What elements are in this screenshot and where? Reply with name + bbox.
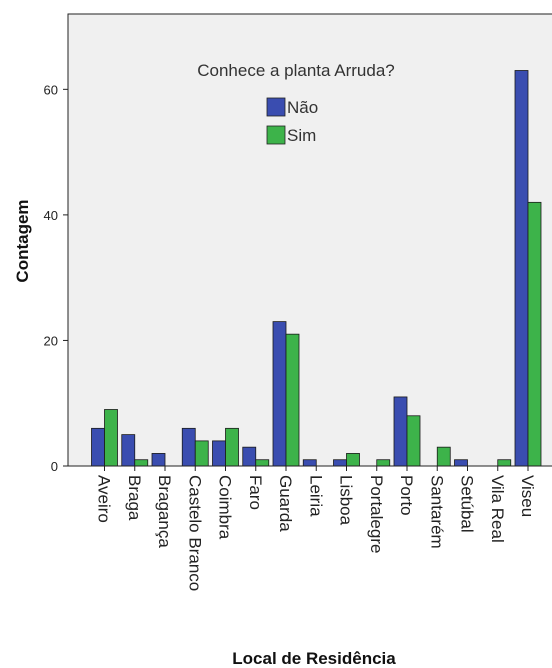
plot-area	[67, 13, 552, 467]
bar-nao-7	[302, 459, 317, 467]
legend-title: Conhece a planta Arruda?	[197, 61, 395, 80]
bar-sim-5	[255, 459, 270, 467]
legend-swatch-nao	[266, 97, 286, 117]
x-tick-label: Santarém	[427, 475, 446, 549]
x-tick-label: Coimbra	[216, 475, 235, 540]
bar-sim-8	[346, 453, 360, 467]
x-tick-label: Leiria	[306, 475, 325, 517]
x-tick-label: Viseu	[518, 475, 537, 517]
bar-nao-14	[514, 70, 529, 467]
x-tick-label: Portalegre	[367, 475, 386, 553]
bar-nao-2	[151, 453, 166, 467]
bar-sim-1	[134, 459, 149, 467]
y-tick-label: 0	[51, 459, 58, 474]
y-tick-label: 60	[44, 82, 58, 97]
x-tick-label: Guarda	[276, 475, 295, 532]
bar-sim-13	[497, 459, 512, 467]
legend-swatch-sim	[266, 125, 286, 145]
x-tick-label: Lisboa	[337, 475, 356, 526]
bar-sim-9	[376, 459, 391, 467]
x-tick-label: Braga	[125, 475, 144, 521]
legend-label-sim: Sim	[287, 126, 316, 145]
bar-nao-12	[454, 459, 468, 467]
bar-sim-6	[285, 333, 300, 467]
x-tick-label: Aveiro	[95, 475, 114, 523]
x-tick-label: Vila Real	[488, 475, 507, 543]
y-tick-label: 20	[44, 333, 58, 348]
bar-nao-8	[333, 459, 347, 467]
y-ticks: 0 20 40 60	[44, 82, 68, 474]
x-tick-label: Bragança	[155, 475, 174, 548]
bar-nao-10	[393, 396, 408, 467]
bar-sim-10	[406, 415, 421, 467]
bar-sim-3	[194, 440, 209, 467]
bar-nao-4	[212, 440, 226, 467]
legend-label-nao: Não	[287, 98, 318, 117]
x-tick-label: Castelo Branco	[185, 475, 204, 591]
x-tick-label: Porto	[397, 475, 416, 516]
bar-sim-11	[436, 446, 451, 467]
legend: Conhece a planta Arruda? Não Sim	[197, 61, 395, 145]
x-axis-label: Local de Residência	[232, 649, 396, 668]
x-tick-label: Setúbal	[458, 475, 477, 533]
bar-nao-3	[181, 427, 196, 467]
bar-nao-0	[91, 427, 105, 467]
bar-nao-1	[121, 434, 136, 467]
x-ticks: Aveiro Braga Bragança Castelo Branco Coimbra…	[95, 466, 537, 591]
bar-nao-5	[242, 446, 257, 467]
x-tick-label: Faro	[246, 475, 265, 510]
bar-sim-0	[104, 409, 118, 467]
y-axis-label: Contagem	[13, 199, 32, 282]
bar-sim-4	[225, 427, 239, 467]
bar-sim-14	[527, 201, 542, 467]
bars-group	[91, 70, 542, 467]
y-tick-label: 40	[44, 208, 58, 223]
bar-nao-6	[272, 321, 287, 467]
